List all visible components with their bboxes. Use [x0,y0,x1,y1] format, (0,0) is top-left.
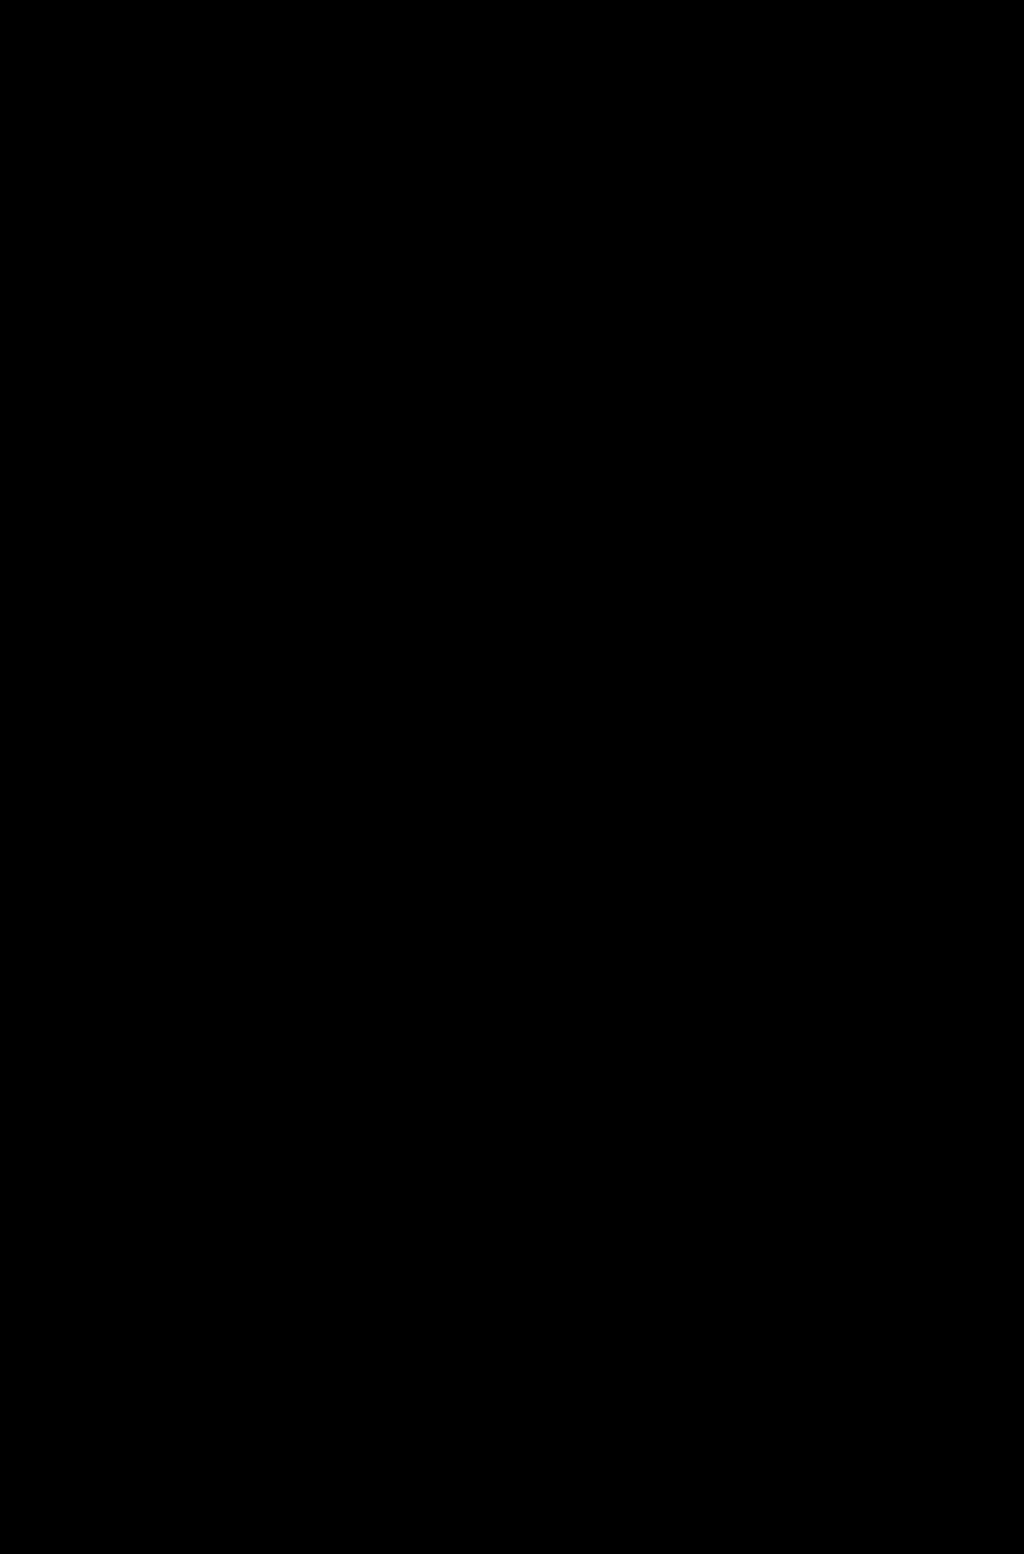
Text: adjoining figure is: adjoining figure is [51,542,295,567]
Text: A: A [126,637,143,657]
Text: 5Ω: 5Ω [342,763,375,783]
Text: The potential difference between points A and B of: The potential difference between points … [51,503,734,530]
Text: 5Ω: 5Ω [618,595,651,615]
Text: 5Ω: 5Ω [342,595,375,615]
Text: 5Ω: 5Ω [927,724,959,744]
Text: D: D [125,807,143,825]
Text: 5Ω: 5Ω [85,724,118,744]
Text: B: B [886,637,903,657]
Text: 2V: 2V [563,693,594,712]
Text: 5Ω: 5Ω [618,763,651,783]
Text: C: C [886,807,902,825]
